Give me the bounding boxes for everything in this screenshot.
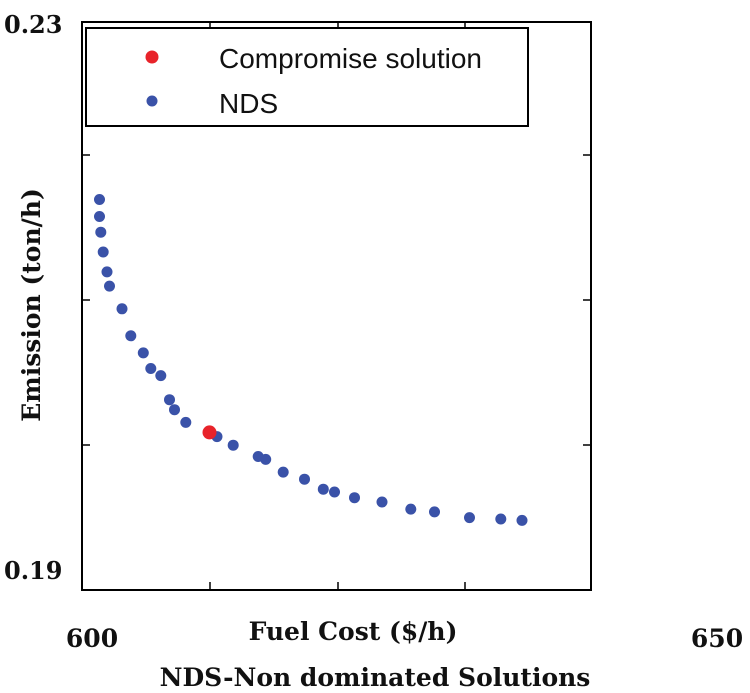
y-tick-label-top: 0.23	[4, 10, 62, 39]
compromise-point	[202, 425, 217, 440]
nds-point	[405, 503, 417, 515]
legend: Compromise solution NDS	[85, 27, 529, 127]
nds-point	[94, 211, 105, 222]
legend-box	[85, 27, 529, 127]
nds-point	[95, 226, 107, 238]
data-points	[94, 194, 528, 526]
nds-point	[464, 512, 475, 524]
legend-marker-compromise	[145, 50, 159, 64]
nds-point	[137, 347, 149, 359]
nds-point	[125, 330, 137, 342]
nds-point	[104, 280, 115, 292]
x-axis-label: Fuel Cost ($/h)	[249, 617, 458, 646]
legend-label-nds: NDS	[219, 88, 278, 119]
nds-point	[227, 439, 239, 451]
y-axis-label: Emission (ton/h)	[17, 188, 46, 422]
nds-point	[495, 513, 507, 525]
nds-point	[260, 453, 272, 465]
nds-point	[376, 496, 388, 508]
nds-point	[94, 194, 105, 205]
nds-point	[180, 416, 192, 428]
y-tick-label-bottom: 0.19	[4, 556, 62, 585]
x-tick-label-right: 650	[691, 624, 743, 653]
nds-point	[145, 363, 157, 374]
nds-point	[329, 486, 340, 498]
nds-point	[169, 404, 180, 416]
legend-label-compromise: Compromise solution	[219, 43, 482, 74]
nds-point	[277, 466, 289, 478]
nds-point	[155, 370, 167, 382]
nds-point	[116, 303, 128, 315]
nds-point	[97, 246, 109, 258]
nds-point	[516, 514, 528, 526]
nds-point	[429, 506, 440, 518]
nds-point	[349, 492, 360, 504]
nds-point	[101, 266, 113, 278]
legend-marker-nds	[146, 95, 158, 107]
nds-point	[164, 394, 175, 406]
nds-point	[317, 483, 329, 495]
axis-ticks	[82, 22, 591, 590]
nds-point	[299, 473, 310, 485]
x-tick-label-left: 600	[66, 624, 118, 653]
chart-caption: NDS-Non dominated Solutions	[160, 663, 591, 692]
